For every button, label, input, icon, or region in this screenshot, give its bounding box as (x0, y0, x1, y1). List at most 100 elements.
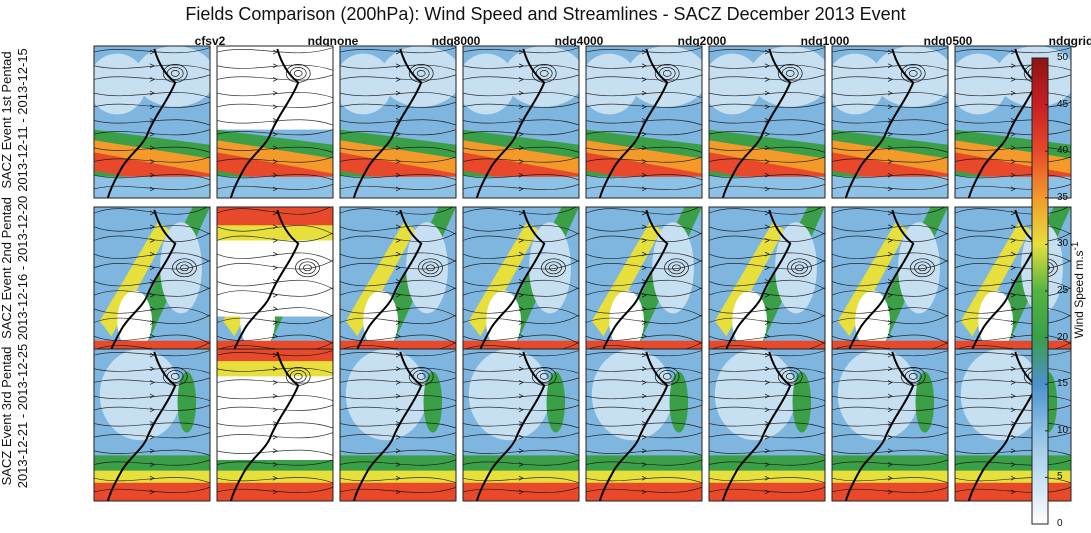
coastline (106, 48, 177, 198)
streamline-arrow (518, 104, 524, 110)
streamline-arrow (1010, 366, 1016, 372)
streamline (94, 183, 210, 190)
streamline (832, 101, 948, 108)
streamline-arrow (518, 224, 524, 230)
streamline (340, 350, 456, 357)
streamline-arrow (272, 448, 278, 454)
column-label-ndg1000: ndg1000 (800, 34, 850, 48)
streamline (709, 459, 825, 466)
streamline-arrow (518, 172, 524, 178)
streamline-arrow (887, 104, 893, 110)
streamline-arrow (887, 333, 893, 339)
streamline (955, 92, 1071, 99)
streamline-arrow (518, 434, 524, 440)
column-label-ndg8000: ndg8000 (431, 34, 481, 48)
streamline-arrow (887, 320, 893, 325)
streamline (586, 449, 702, 456)
map-panel (93, 206, 211, 360)
streamline (709, 47, 825, 54)
streamline-arrow (887, 352, 893, 358)
streamline (709, 404, 825, 411)
streamline-arrow (518, 90, 524, 96)
streamline-arrow (272, 333, 278, 339)
colorbar-tick-label: 20 (1057, 331, 1069, 343)
streamline (955, 350, 1071, 357)
streamline (94, 477, 210, 484)
colorbar-tick-label: 30 (1057, 238, 1069, 250)
streamline-arrow (395, 434, 401, 440)
streamline (463, 119, 579, 126)
streamline-arrow (518, 238, 524, 243)
streamline-arrow (764, 306, 770, 312)
streamline-arrow (641, 448, 647, 454)
panel-frame (339, 348, 457, 502)
streamline-arrow (887, 145, 893, 151)
streamline-arrow (1010, 172, 1016, 178)
streamline-arrow (395, 131, 401, 137)
column-label-ndgnone: ndgnone (307, 34, 359, 48)
streamline-arrow (887, 238, 893, 243)
vortex-streamline (180, 264, 189, 272)
streamline (463, 156, 579, 163)
streamline-arrow (764, 238, 770, 243)
streamline (832, 422, 948, 429)
streamline (94, 486, 210, 493)
coastline (106, 351, 177, 501)
streamline-arrow (395, 489, 401, 495)
streamline (217, 459, 333, 466)
streamline-arrow (764, 145, 770, 151)
streamline-arrow (395, 448, 401, 454)
map-panel (339, 45, 457, 199)
vortex-streamline (293, 373, 303, 380)
streamline-arrow (272, 366, 278, 372)
map-panel (93, 348, 211, 502)
streamline-arrow (518, 77, 524, 82)
streamline (586, 422, 702, 429)
column-label-ndg0500: ndg0500 (923, 34, 973, 48)
streamline (832, 395, 948, 402)
streamline (217, 477, 333, 484)
streamline (832, 449, 948, 456)
streamline-arrow (272, 159, 278, 164)
map-panel (93, 45, 211, 199)
streamline-arrow (395, 265, 401, 271)
streamline (709, 486, 825, 493)
streamline-arrow (518, 49, 524, 55)
vortex-streamline (662, 70, 672, 77)
streamline-arrow (764, 265, 770, 271)
column-label-ndg4000: ndg4000 (554, 34, 604, 48)
streamline-arrow (149, 462, 155, 467)
streamline (586, 486, 702, 493)
streamline-arrow (272, 434, 278, 440)
streamline-arrow (272, 265, 278, 271)
vortex-streamline (418, 258, 443, 278)
streamline (94, 156, 210, 163)
streamline-arrow (1010, 393, 1016, 399)
streamline (463, 101, 579, 108)
streamline (709, 350, 825, 357)
streamline (340, 404, 456, 411)
vortex-streamline (541, 258, 566, 278)
vortex-streamline (785, 70, 795, 77)
streamline (709, 74, 825, 81)
streamline-arrow (395, 172, 401, 178)
streamline-arrow (518, 210, 524, 216)
streamline-arrow (641, 159, 647, 164)
streamline-arrow (887, 407, 893, 413)
streamline-arrow (764, 49, 770, 55)
streamline-arrow (1010, 145, 1016, 151)
streamline-arrow (518, 475, 524, 481)
streamline (586, 119, 702, 126)
streamline (709, 367, 825, 374)
streamline (709, 129, 825, 136)
coastline (598, 351, 669, 501)
vortex-streamline (795, 264, 804, 272)
vortex-streamline (426, 264, 435, 272)
streamline (586, 459, 702, 466)
streamline-arrow (641, 489, 647, 495)
streamline-arrow (395, 251, 401, 257)
map-panel (339, 348, 457, 502)
streamline (586, 432, 702, 439)
streamline (94, 404, 210, 411)
streamline (832, 432, 948, 439)
